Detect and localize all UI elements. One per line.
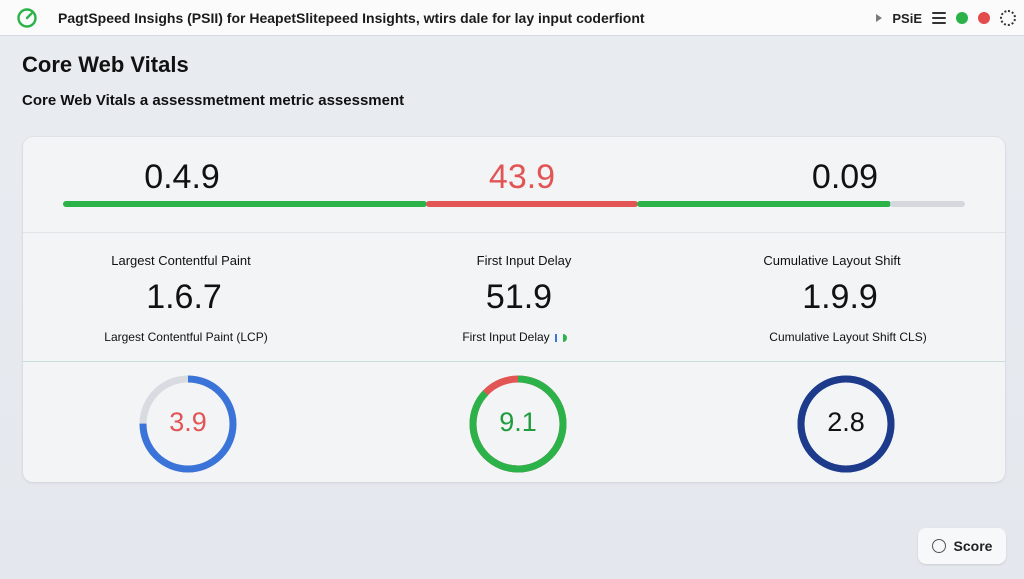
radio-circle-icon xyxy=(931,539,946,553)
card-divider xyxy=(23,232,1005,233)
summary-bar-remaining-segment xyxy=(890,201,965,207)
gauge-lcp: 3.9 xyxy=(136,375,240,473)
gauge-cls: 2.8 xyxy=(794,375,898,473)
vitals-card xyxy=(23,137,1005,482)
title-bar: PagtSpeed Insighs (PSII) for HeapetSlite… xyxy=(0,0,1024,36)
summary-value-cls: 0.09 xyxy=(811,158,879,196)
summary-bar-poor-segment xyxy=(426,201,638,207)
window-title: PagtSpeed Insighs (PSII) for HeapetSlite… xyxy=(58,10,645,26)
summary-bar-good-segment-2 xyxy=(637,201,891,207)
gauge-lcp-value: 3.9 xyxy=(169,407,207,437)
title-bar-label: PSiE xyxy=(892,10,922,26)
gauge-cls-value: 2.8 xyxy=(827,407,865,437)
gauge-fid-value: 9.1 xyxy=(499,407,537,437)
metric-name-fid: First Input Delay xyxy=(476,253,572,268)
metric-value-fid: 51.9 xyxy=(485,278,553,316)
summary-value-fid: 43.9 xyxy=(488,158,556,196)
metric-sub-fid-row: First Input Delay xyxy=(386,330,646,344)
metric-value-lcp: 1.6.7 xyxy=(146,278,222,316)
gauge-fid: 9.1 xyxy=(466,375,570,473)
play-icon[interactable] xyxy=(876,14,883,22)
score-button-label: Score xyxy=(953,538,993,554)
status-indicator-icon xyxy=(554,333,567,342)
menu-icon[interactable] xyxy=(932,12,946,24)
metric-sub-fid: First Input Delay xyxy=(462,330,550,344)
metric-value-cls: 1.9.9 xyxy=(802,278,878,316)
metric-sub-cls: Cumulative Layout Shift CLS) xyxy=(769,330,927,344)
summary-value-lcp: 0.4.9 xyxy=(144,158,220,196)
title-bar-controls: PSiE xyxy=(876,0,1016,36)
score-button[interactable]: Score xyxy=(918,528,1006,564)
green-status-dot[interactable] xyxy=(956,12,968,24)
gauge-lcp-arc xyxy=(139,375,237,473)
gauge-cls-arc xyxy=(797,375,895,473)
metric-name-cls: Cumulative Layout Shift xyxy=(763,253,901,268)
metric-sub-lcp: Largest Contentful Paint (LCP) xyxy=(104,330,268,344)
app-logo-icon xyxy=(17,8,37,28)
card-divider-lower xyxy=(23,361,1005,362)
metric-name-lcp: Largest Contentful Paint xyxy=(111,253,251,268)
page-title: Core Web Vitals xyxy=(22,52,189,77)
loading-spinner-icon xyxy=(1000,10,1016,26)
gauge-fid-arc xyxy=(469,375,567,473)
red-status-dot[interactable] xyxy=(978,12,990,24)
page-subtitle: Core Web Vitals a assessmetment metric a… xyxy=(22,92,405,109)
summary-bar-good-segment xyxy=(63,201,427,207)
